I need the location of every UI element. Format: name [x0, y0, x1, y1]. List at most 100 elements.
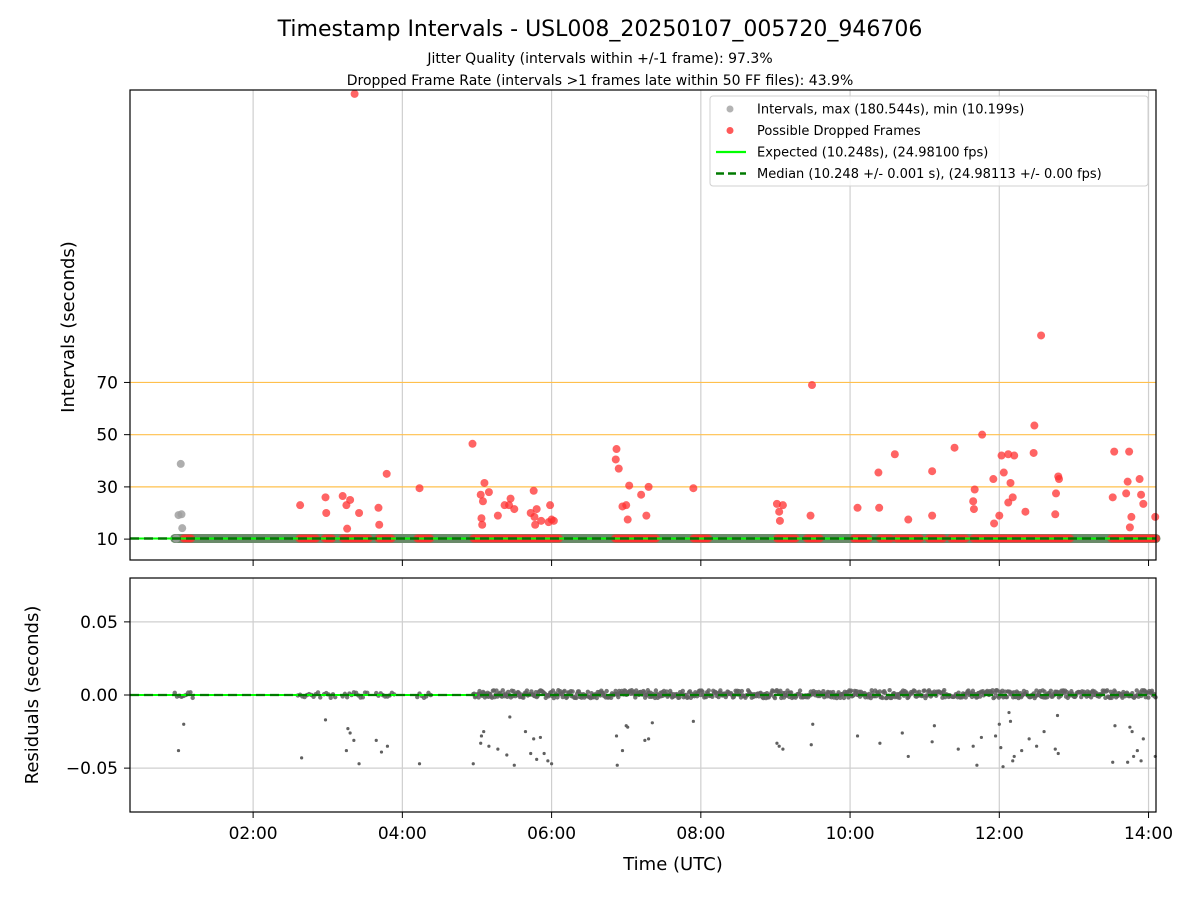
- dropped-frame-point: [493, 511, 502, 520]
- residual-point: [508, 715, 512, 719]
- residuals-plot-panel: 0.05 0.00 −0.05 02:00 04:00 06:00 08:00 10:00 1…: [22, 577, 1173, 875]
- residual-point: [979, 735, 983, 740]
- residual-point: [1132, 754, 1136, 759]
- residual-point: [963, 695, 968, 700]
- residual-point: [1130, 729, 1134, 734]
- residual-point: [1007, 710, 1011, 715]
- residual-point: [841, 695, 847, 701]
- dropped-frame-point: [612, 445, 621, 454]
- residual-point: [932, 724, 936, 728]
- legend-marker: [726, 105, 734, 113]
- residual-point: [188, 690, 193, 695]
- residual-point: [922, 688, 927, 693]
- residual-point: [1146, 695, 1151, 700]
- intervals-y-tick-label: 50: [96, 426, 118, 446]
- time-x-tick-label: 12:00: [975, 824, 1024, 844]
- residual-point: [916, 689, 922, 694]
- dropped-frame-point: [537, 516, 546, 525]
- residuals-y-tick-label: 0.00: [80, 686, 118, 706]
- dropped-frame-point: [950, 443, 959, 452]
- dropped-frame-point: [999, 468, 1008, 477]
- residual-point: [877, 689, 882, 694]
- legend-entry-label: Median (10.248 +/- 0.001 s), (24.98113 +…: [757, 167, 1102, 182]
- dropped-frame-point: [644, 482, 653, 491]
- residual-point: [546, 759, 550, 763]
- dropped-frame-point: [1127, 512, 1136, 521]
- residual-point: [788, 690, 794, 695]
- residual-point: [999, 746, 1003, 750]
- dropped-frame-point: [468, 439, 477, 448]
- legend-entry-label: Possible Dropped Frames: [757, 124, 921, 139]
- dropped-frame-point: [546, 501, 555, 510]
- residual-point: [956, 747, 960, 751]
- dropped-frame-point: [346, 495, 355, 504]
- dropped-frame-point: [622, 501, 631, 510]
- time-x-tick-label: 10:00: [826, 824, 875, 844]
- chart-title: Timestamp Intervals - USL008_20250107_00…: [277, 17, 923, 42]
- interval-points: [172, 459, 187, 543]
- dropped-frame-point: [1052, 489, 1061, 498]
- dropped-frame-point: [1110, 447, 1119, 456]
- dropped-frame-point: [969, 497, 978, 506]
- residual-point: [542, 751, 546, 756]
- dropped-frame-point: [1139, 499, 1148, 508]
- residual-point: [344, 695, 350, 700]
- dropped-frame-point: [775, 507, 784, 516]
- residual-point: [1035, 744, 1039, 748]
- residual-point: [1113, 724, 1117, 728]
- dropped-frame-point: [890, 450, 899, 459]
- residual-point: [993, 734, 998, 738]
- residual-point: [1027, 737, 1031, 741]
- residual-point: [500, 688, 505, 693]
- residual-point: [855, 734, 860, 738]
- residuals-y-axis: 0.05 0.00 −0.05: [66, 613, 130, 779]
- residual-point: [344, 748, 348, 753]
- residual-point: [585, 689, 591, 695]
- dropped-frame-point: [322, 509, 331, 517]
- residual-point: [1128, 725, 1132, 729]
- residual-point: [348, 731, 352, 735]
- residual-point: [505, 689, 511, 695]
- residuals-x-axis: 02:00 04:00 06:00 08:00 10:00 12:00 14:00: [229, 812, 1173, 844]
- residual-point: [496, 747, 500, 751]
- intervals-x-axis: [252, 560, 1150, 566]
- residual-point: [615, 763, 619, 767]
- residual-point: [904, 690, 909, 695]
- residual-point: [653, 688, 659, 693]
- residual-point: [1001, 765, 1005, 769]
- intervals-y-tick-label: 30: [96, 478, 118, 498]
- dropped-frame-point: [1125, 447, 1134, 456]
- residual-point: [990, 688, 995, 693]
- residual-point: [971, 744, 975, 748]
- residual-point: [1042, 729, 1046, 734]
- residual-point: [357, 762, 361, 766]
- dropped-frame-point: [506, 494, 515, 503]
- dropped-frame-point: [1135, 475, 1144, 484]
- residuals-y-tick-label: −0.05: [66, 759, 118, 779]
- dropped-frame-point: [296, 501, 305, 510]
- interval-point: [177, 510, 186, 519]
- residual-point: [487, 744, 491, 748]
- residual-point: [550, 688, 556, 693]
- residual-point: [643, 738, 647, 742]
- dropped-frame-point: [382, 469, 391, 478]
- residual-point: [811, 722, 815, 726]
- dropped-frame-point: [978, 430, 987, 439]
- residual-point: [604, 688, 609, 694]
- residual-point: [887, 687, 892, 693]
- residual-point: [620, 748, 625, 753]
- residual-point: [775, 741, 779, 745]
- legend-entry-label: Intervals, max (180.544s), min (10.199s): [757, 103, 1024, 118]
- residual-point: [1053, 747, 1057, 751]
- intervals-y-tick-label: 10: [96, 530, 118, 550]
- dropped-frame-point: [350, 89, 359, 98]
- dropped-frame-point: [1006, 478, 1015, 487]
- dropped-frame-point: [990, 519, 999, 528]
- residuals-y-axis-label: Residuals (seconds): [22, 606, 43, 785]
- residual-point: [838, 695, 843, 701]
- residual-point: [650, 721, 654, 725]
- residual-point: [346, 727, 350, 731]
- dropped-frame-point: [476, 490, 485, 499]
- dropped-frame-point: [928, 511, 937, 520]
- residual-point: [352, 738, 356, 742]
